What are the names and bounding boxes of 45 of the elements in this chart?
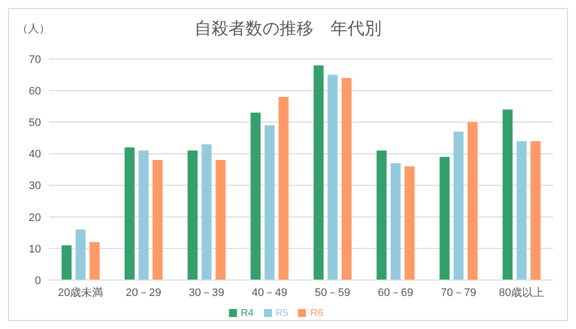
y-axis-title: （人） <box>17 22 50 36</box>
legend-label: R5 <box>276 308 288 319</box>
bar <box>390 163 401 280</box>
bar <box>530 141 541 280</box>
y-tick-label: 10 <box>28 243 41 256</box>
bar <box>342 78 352 280</box>
y-tick-label: 30 <box>28 180 41 192</box>
bar <box>468 122 478 280</box>
x-tick-label: 80歳以上 <box>498 286 544 299</box>
x-tick-label: 30－39 <box>188 286 224 299</box>
bar <box>188 150 198 280</box>
bar <box>376 150 387 280</box>
bar <box>250 112 261 280</box>
bar <box>278 96 289 280</box>
y-tick-label: 70 <box>28 54 41 66</box>
bar <box>502 110 513 280</box>
x-tick-label: 20歳未満 <box>58 286 104 299</box>
bar <box>90 242 100 280</box>
bar <box>138 150 149 280</box>
bar <box>314 65 324 280</box>
y-tick-label: 0 <box>34 274 41 287</box>
x-tick-label: 60－69 <box>378 286 414 299</box>
bar <box>62 245 72 280</box>
bar <box>404 166 415 280</box>
x-tick-label: 70－79 <box>440 286 476 299</box>
bar <box>440 156 450 280</box>
bar <box>216 160 226 280</box>
bar <box>124 147 135 280</box>
bar <box>328 74 338 280</box>
y-tick-label: 50 <box>28 117 41 130</box>
y-tick-label: 40 <box>28 148 41 161</box>
legend-label: R6 <box>310 308 324 319</box>
bar <box>454 132 464 280</box>
x-tick-label: 20－29 <box>126 286 162 299</box>
x-tick-label: 40－49 <box>252 286 288 299</box>
chart-title: 自殺者数の推移 年代別 <box>194 19 382 38</box>
x-tick-label: 50－59 <box>314 286 350 299</box>
bar <box>76 229 86 280</box>
bar <box>264 125 275 280</box>
bar <box>516 141 527 280</box>
bar <box>152 160 163 280</box>
y-tick-label: 20 <box>28 212 41 224</box>
y-tick-label: 60 <box>28 85 41 98</box>
bar <box>202 144 212 280</box>
legend-label: R4 <box>240 308 254 319</box>
